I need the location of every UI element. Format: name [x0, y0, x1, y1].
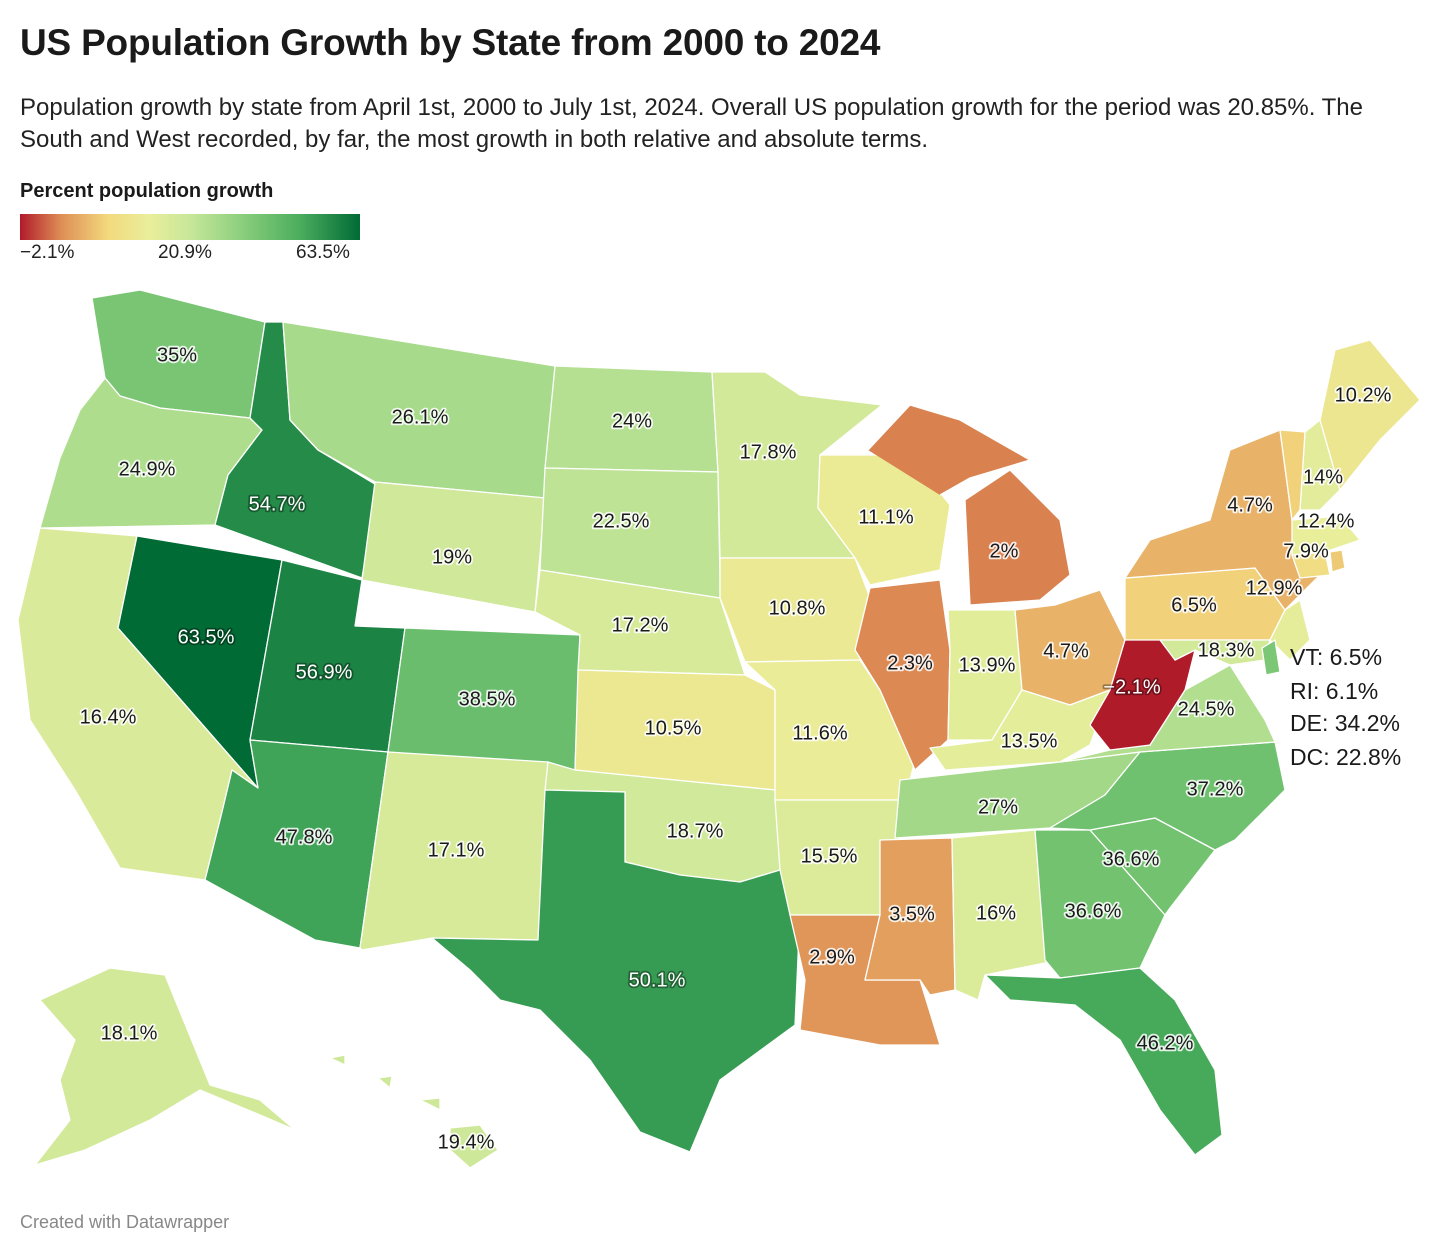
state-mi — [867, 404, 1071, 606]
state-label-hi: 19.4% — [438, 1131, 495, 1153]
side-note-ri: RI: 6.1% — [1290, 678, 1379, 704]
state-ri — [1329, 549, 1346, 573]
side-note-vt: VT: 6.5% — [1290, 644, 1383, 670]
state-label-la: 2.9% — [809, 946, 855, 968]
state-label-ms: 3.5% — [889, 903, 935, 925]
legend-tick-max: 63.5% — [296, 242, 350, 263]
state-label-ct: 7.9% — [1283, 540, 1329, 562]
state-label-sc: 36.6% — [1103, 848, 1160, 870]
state-tx — [431, 789, 801, 1153]
state-label-il: 2.3% — [887, 652, 933, 674]
state-label-ma: 12.4% — [1298, 510, 1355, 532]
state-label-mt: 26.1% — [392, 406, 449, 428]
legend-tick-min: −2.1% — [20, 242, 75, 263]
state-label-or: 24.9% — [119, 458, 176, 480]
state-label-pa: 6.5% — [1171, 594, 1217, 616]
state-label-fl: 46.2% — [1137, 1032, 1194, 1054]
state-label-nj: 12.9% — [1246, 577, 1303, 599]
state-label-nc: 37.2% — [1187, 778, 1244, 800]
state-label-az: 47.8% — [276, 826, 333, 848]
state-label-wv: −2.1% — [1103, 676, 1160, 698]
state-de — [1261, 639, 1281, 676]
state-label-me: 10.2% — [1335, 384, 1392, 406]
state-label-ky: 13.5% — [1001, 730, 1058, 752]
state-me — [1319, 339, 1421, 491]
state-label-ca: 16.4% — [80, 706, 137, 728]
state-label-ks: 10.5% — [645, 717, 702, 739]
state-label-oh: 4.7% — [1043, 640, 1089, 662]
state-label-md: 18.3% — [1198, 639, 1255, 661]
state-label-nv: 63.5% — [178, 626, 235, 648]
state-label-ia: 10.8% — [769, 597, 826, 619]
state-fl — [984, 967, 1223, 1156]
state-label-wi: 11.1% — [858, 506, 913, 528]
state-label-ut: 56.9% — [296, 661, 353, 683]
chart-title: US Population Growth by State from 2000 … — [20, 22, 881, 63]
state-label-nd: 24% — [612, 410, 652, 432]
state-label-in: 13.9% — [959, 654, 1016, 676]
state-ma — [1291, 515, 1361, 556]
state-ak — [34, 967, 296, 1166]
chart-subtitle: Population growth by state from April 1s… — [20, 94, 1363, 153]
state-vt — [1279, 429, 1306, 521]
state-label-wy: 19% — [432, 546, 472, 568]
state-label-al: 16% — [976, 902, 1016, 924]
footer-credit: Created with Datawrapper — [20, 1212, 230, 1232]
state-label-ar: 15.5% — [801, 845, 858, 867]
state-il — [854, 579, 951, 771]
state-label-ga: 36.6% — [1065, 900, 1122, 922]
state-label-tx: 50.1% — [629, 969, 686, 991]
us-choropleth-map: 35% 24.9% 16.4% 54.7% 63.5% 26.1% 19% 56.9% 47.8… — [17, 289, 1421, 1169]
legend-color-scale — [20, 214, 360, 240]
state-label-id: 54.7% — [249, 493, 306, 515]
state-nj — [1269, 599, 1311, 661]
state-label-ok: 18.7% — [667, 820, 724, 842]
state-label-ne: 17.2% — [612, 614, 669, 636]
state-label-nm: 17.1% — [428, 839, 485, 861]
state-label-tn: 27% — [978, 796, 1018, 818]
state-label-mn: 17.8% — [740, 441, 797, 463]
state-label-va: 24.5% — [1178, 698, 1235, 720]
state-label-mo: 11.6% — [792, 722, 847, 744]
state-label-co: 38.5% — [459, 688, 516, 710]
side-note-dc: DC: 22.8% — [1290, 744, 1402, 770]
side-note-de: DE: 34.2% — [1290, 710, 1400, 736]
state-label-sd: 22.5% — [593, 510, 650, 532]
state-label-mi: 2% — [990, 540, 1019, 562]
state-label-ny: 4.7% — [1227, 494, 1273, 516]
state-hi — [329, 1054, 499, 1169]
legend-tick-mid: 20.9% — [158, 242, 212, 263]
state-label-ak: 18.1% — [101, 1022, 158, 1044]
legend-title: Percent population growth — [20, 180, 274, 202]
state-nc — [1049, 741, 1286, 851]
state-label-nh: 14% — [1303, 466, 1343, 488]
state-label-wa: 35% — [157, 344, 197, 366]
